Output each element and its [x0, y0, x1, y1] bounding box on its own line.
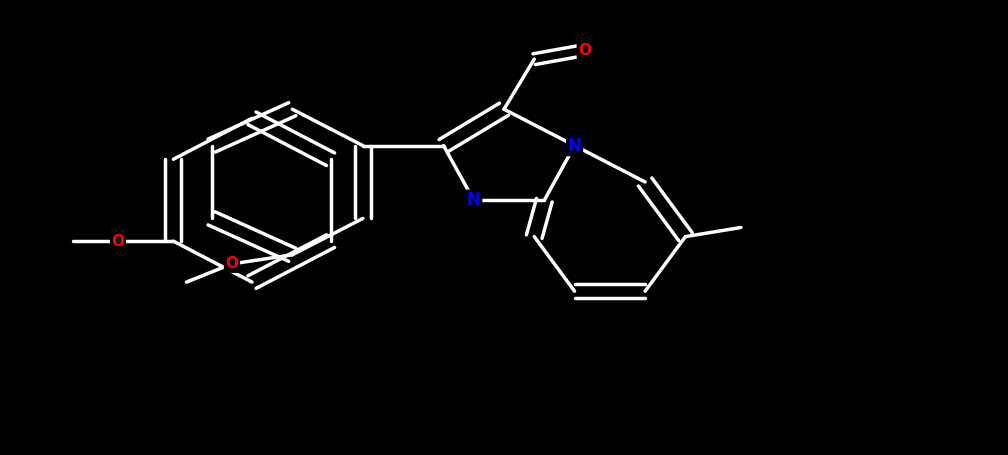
Text: O: O — [226, 257, 238, 271]
Text: N: N — [568, 136, 582, 155]
Text: O: O — [112, 234, 125, 248]
Text: O: O — [579, 43, 591, 57]
Text: N: N — [467, 191, 481, 209]
